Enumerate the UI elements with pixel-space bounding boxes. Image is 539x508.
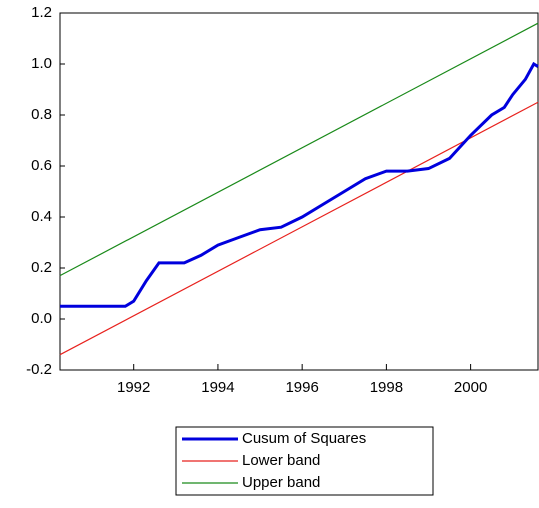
series-line bbox=[59, 22, 539, 277]
x-tick-label: 1998 bbox=[370, 379, 403, 396]
x-tick-label: 2000 bbox=[454, 379, 487, 396]
series-line bbox=[59, 101, 539, 356]
y-tick-label: 0.0 bbox=[31, 310, 52, 327]
y-tick-label: 1.0 bbox=[31, 55, 52, 72]
legend-label: Upper band bbox=[242, 474, 320, 491]
x-tick-label: 1994 bbox=[201, 379, 234, 396]
y-tick-label: 0.8 bbox=[31, 106, 52, 123]
y-tick-label: 0.2 bbox=[31, 259, 52, 276]
series-line bbox=[60, 61, 539, 308]
plot-frame bbox=[59, 12, 539, 371]
legend-label: Lower band bbox=[242, 452, 320, 469]
y-tick-label: 1.2 bbox=[31, 4, 52, 21]
y-tick-label: 0.6 bbox=[31, 157, 52, 174]
legend-label: Cusum of Squares bbox=[242, 430, 366, 447]
y-tick-label: 0.4 bbox=[31, 208, 52, 225]
x-tick-label: 1996 bbox=[285, 379, 318, 396]
y-tick-label: -0.2 bbox=[26, 361, 52, 378]
x-tick-label: 1992 bbox=[117, 379, 150, 396]
